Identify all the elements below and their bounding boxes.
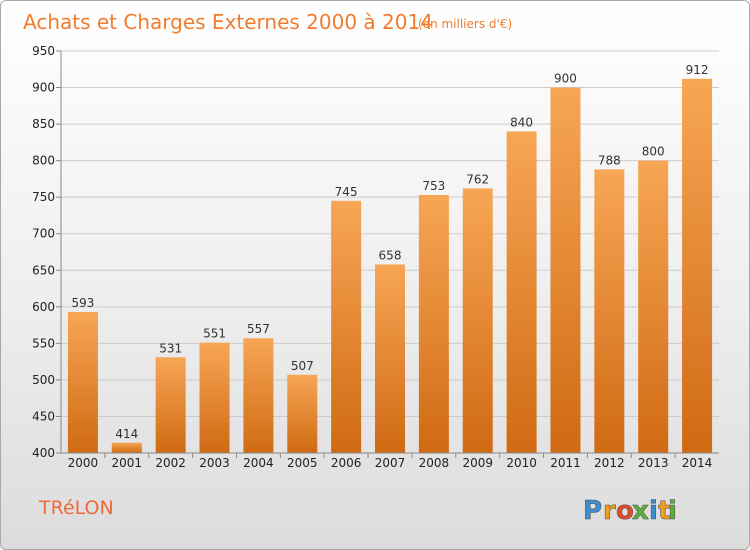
x-tick-label: 2004: [243, 456, 274, 470]
x-tick-label: 2012: [594, 456, 625, 470]
data-label-2005: 507: [291, 359, 314, 373]
x-tick-label: 2010: [506, 456, 537, 470]
y-tick-label: 500: [32, 373, 55, 387]
bar-2009: [462, 188, 493, 454]
bar-2004: [243, 338, 274, 453]
data-label-2003: 551: [203, 327, 226, 341]
bar-2000: [67, 311, 98, 453]
y-tick-label: 650: [32, 263, 55, 277]
x-tick-label: 2000: [68, 456, 99, 470]
bars: [67, 78, 713, 454]
y-tick-label: 550: [32, 336, 55, 350]
y-tick-label: 700: [32, 227, 55, 241]
data-label-2000: 593: [71, 296, 94, 310]
bar-2003: [199, 342, 230, 453]
bar-2011: [550, 87, 581, 453]
y-tick-label: 450: [32, 409, 55, 423]
data-label-2010: 840: [510, 115, 533, 129]
y-tick-label: 900: [32, 81, 55, 95]
data-label-2004: 557: [247, 322, 270, 336]
logo-letter: r: [603, 496, 616, 526]
data-label-2006: 745: [335, 185, 358, 199]
x-tick-label: 2005: [287, 456, 318, 470]
y-axis-ticks: 400 450 500 550 600 650 700 750 800 850 900 950: [32, 44, 61, 460]
x-tick-label: 2014: [682, 456, 713, 470]
x-tick-label: 2001: [112, 456, 143, 470]
logo-letter: o: [616, 496, 634, 526]
data-label-2001: 414: [115, 427, 138, 441]
x-tick-label: 2006: [331, 456, 362, 470]
data-labels: 593 414 531 551 557 507 745 658 753 762 840 900 788 8…: [71, 63, 708, 441]
bar-2010: [506, 131, 537, 453]
bar-2002: [155, 357, 186, 453]
logo-letter: x: [632, 496, 649, 526]
x-tick-label: 2009: [462, 456, 493, 470]
x-tick-label: 2011: [550, 456, 581, 470]
bar-2006: [331, 200, 362, 453]
chart-title: Achats et Charges Externes 2000 à 2014: [23, 10, 433, 34]
bar-2005: [287, 374, 318, 453]
x-tick-label: 2002: [155, 456, 186, 470]
bar-2013: [638, 160, 669, 454]
bar-2012: [594, 169, 625, 453]
x-tick-label: 2013: [638, 456, 669, 470]
data-label-2014: 912: [686, 63, 709, 77]
x-tick-label: 2007: [375, 456, 406, 470]
bar-2008: [418, 194, 449, 454]
data-label-2013: 800: [642, 145, 665, 159]
y-tick-label: 400: [32, 446, 55, 460]
data-label-2011: 900: [554, 72, 577, 86]
y-tick-label: 750: [32, 190, 55, 204]
y-tick-label: 800: [32, 154, 55, 168]
y-tick-label: 850: [32, 117, 55, 131]
data-label-2012: 788: [598, 153, 621, 167]
data-label-2002: 531: [159, 341, 182, 355]
bar-2014: [682, 78, 713, 454]
y-tick-label: 600: [32, 300, 55, 314]
x-tick-label: 2003: [199, 456, 230, 470]
logo-letter: P: [583, 496, 602, 526]
data-label-2009: 762: [466, 172, 489, 186]
town-name: TRéLON: [38, 497, 114, 519]
logo-letter: t: [658, 496, 670, 526]
bar-2001: [111, 442, 142, 453]
logo-letter: i: [668, 496, 677, 526]
data-label-2007: 658: [379, 248, 402, 262]
x-axis-ticks: 2000 2001 2002 2003 2004 2005 2006 2007 2008 2009…: [68, 453, 713, 470]
x-tick-label: 2008: [419, 456, 450, 470]
chart-subtitle: (en milliers d'€): [418, 17, 512, 31]
data-label-2008: 753: [422, 179, 445, 193]
bar-2007: [375, 264, 405, 453]
y-tick-label: 950: [32, 44, 55, 58]
logo-letter: i: [649, 496, 658, 526]
